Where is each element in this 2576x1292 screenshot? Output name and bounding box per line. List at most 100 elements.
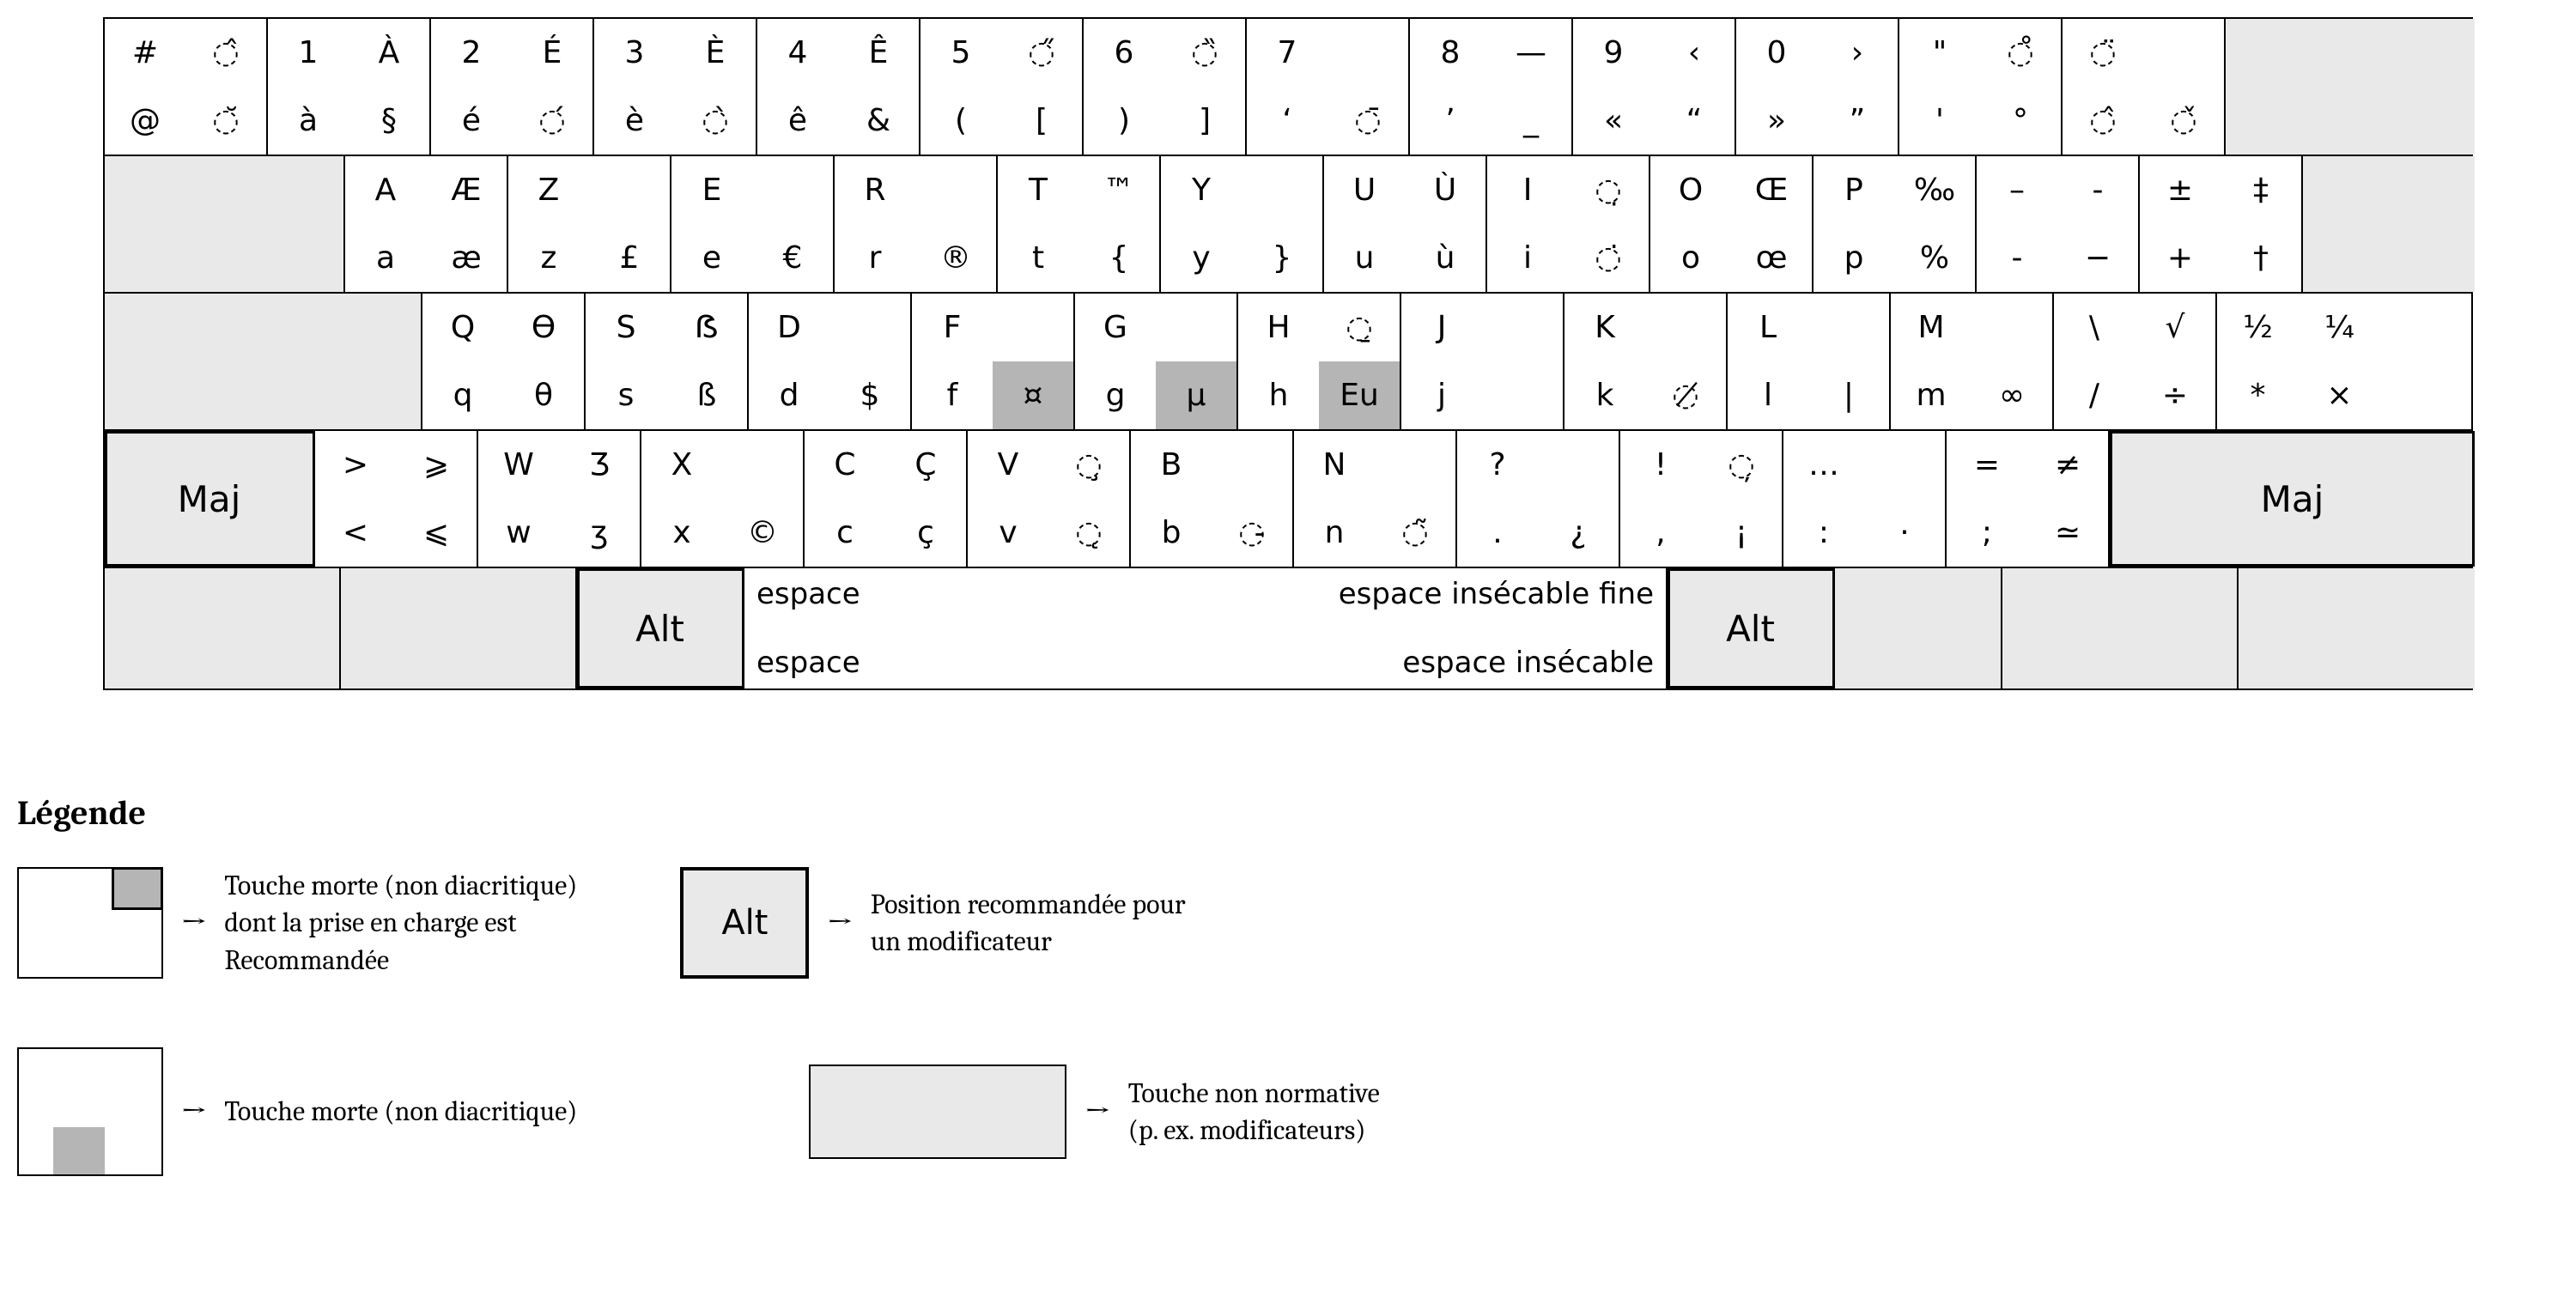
legend-box-deadkey-rec bbox=[17, 867, 163, 979]
legend-box-deadkey bbox=[17, 1047, 163, 1176]
key: 7‘◌̄ bbox=[1247, 19, 1410, 155]
legend-item-nonnormative: → Touche non normative (p. ex. modificat… bbox=[809, 1065, 1379, 1159]
key-glyph-tr bbox=[722, 431, 803, 499]
key-glyph-br: ◌̀ bbox=[675, 87, 756, 155]
key: Bb◌̵ bbox=[1131, 431, 1294, 567]
key: 4Êê& bbox=[757, 19, 920, 155]
key: Ff¤ bbox=[912, 294, 1075, 429]
key bbox=[2226, 19, 2475, 155]
key-glyph-bl: d bbox=[749, 361, 829, 429]
deadkey-bottom-icon bbox=[53, 1127, 105, 1174]
key bbox=[1835, 568, 2002, 688]
key-glyph-br: µ bbox=[1156, 361, 1236, 429]
key-glyph-tr bbox=[2143, 19, 2224, 87]
key-glyph-br: £ bbox=[589, 224, 670, 292]
key-glyph-tr: ◌̦ bbox=[1701, 431, 1782, 499]
key-glyph-bl: j bbox=[1401, 361, 1482, 429]
key-glyph-tl: R bbox=[835, 156, 915, 224]
key: Yy} bbox=[1161, 156, 1324, 292]
key-glyph-br: ⩽ bbox=[396, 499, 477, 567]
legend-section: Légende → Touche morte (non diacritique)… bbox=[17, 793, 2559, 1176]
key-glyph-br: ¤ bbox=[993, 361, 1073, 429]
key-glyph-bl: e bbox=[671, 224, 752, 292]
key-glyph-tr: Œ bbox=[1731, 156, 1812, 224]
key: ◌̈◌̂◌̌ bbox=[2063, 19, 2226, 155]
key-glyph-tr: ◌̂ bbox=[185, 19, 266, 87]
key-glyph-br: ¿ bbox=[1538, 499, 1619, 567]
key: Ee€ bbox=[671, 156, 835, 292]
key-glyph-tr bbox=[589, 156, 670, 224]
key: Rr® bbox=[835, 156, 998, 292]
key-glyph-bl: n bbox=[1294, 499, 1375, 567]
key-glyph-bl: - bbox=[1977, 224, 2057, 292]
key-glyph-bl: w bbox=[478, 499, 559, 567]
key-glyph-tr bbox=[1482, 294, 1563, 361]
key: 0›»” bbox=[1736, 19, 1899, 155]
key-glyph-br: ◌̌ bbox=[2143, 87, 2224, 155]
key: Ll| bbox=[1728, 294, 1891, 429]
legend-item-deadkey: → Touche morte (non diacritique) bbox=[17, 1047, 577, 1176]
key-glyph-tl: \ bbox=[2054, 294, 2135, 361]
key-glyph-br: × bbox=[2299, 361, 2380, 429]
key-glyph-tr: ⩾ bbox=[396, 431, 477, 499]
key-glyph-bl: p bbox=[1814, 224, 1894, 292]
key-glyph-tr bbox=[1375, 431, 1455, 499]
key-glyph-tl: W bbox=[478, 431, 559, 499]
key-glyph-bl: s bbox=[586, 361, 666, 429]
key-row-4: Maj>⩾<⩽WƷwʒXx©CÇcçV◌̧v◌̨Bb◌̵Nn◌̃?.¿!◌̦,¡… bbox=[105, 431, 2471, 568]
arrow-icon: → bbox=[826, 903, 853, 943]
key-glyph-tl: P bbox=[1814, 156, 1894, 224]
key-glyph-tr: ‡ bbox=[2221, 156, 2301, 224]
key-glyph-br: ◌̇ bbox=[1568, 224, 1649, 292]
key-glyph-tr: ¼ bbox=[2299, 294, 2380, 361]
key-glyph-bl: , bbox=[1620, 499, 1701, 567]
legend-text: Touche non normative bbox=[1128, 1075, 1380, 1112]
key-glyph-tr bbox=[915, 156, 996, 224]
key-glyph-tl: 1 bbox=[268, 19, 349, 87]
legend-text: Touche morte (non diacritique) bbox=[224, 1093, 577, 1130]
space-label-tl: espace bbox=[756, 577, 1206, 628]
key-glyph-tl: 4 bbox=[757, 19, 838, 87]
key-glyph-bl: g bbox=[1075, 361, 1156, 429]
key-glyph-br: & bbox=[838, 87, 919, 155]
legend-text: un modificateur bbox=[871, 923, 1186, 960]
key: WƷwʒ bbox=[478, 431, 641, 567]
key-glyph-bl: h bbox=[1238, 361, 1319, 429]
legend-box-alt: Alt bbox=[680, 867, 809, 979]
key-glyph-tl: E bbox=[671, 156, 752, 224]
key: 9‹«“ bbox=[1573, 19, 1736, 155]
key-glyph-tl: ◌̈ bbox=[2063, 19, 2143, 87]
key: Maj bbox=[105, 431, 315, 567]
key-glyph-tr bbox=[993, 294, 1073, 361]
key: Kk◌̸ bbox=[1564, 294, 1728, 429]
key-glyph-br: ʒ bbox=[559, 499, 640, 567]
key-glyph-tl: K bbox=[1564, 294, 1645, 361]
key-glyph-bl: . bbox=[1457, 499, 1538, 567]
key bbox=[105, 294, 422, 429]
key-glyph-bl: : bbox=[1783, 499, 1864, 567]
key-glyph-tr bbox=[752, 156, 833, 224]
key: Dd$ bbox=[749, 294, 912, 429]
key-glyph-tl: > bbox=[315, 431, 396, 499]
key: =≠;≃ bbox=[1947, 431, 2110, 567]
key-glyph-bl: ê bbox=[757, 87, 838, 155]
key-glyph-bl: @ bbox=[105, 87, 185, 155]
key-glyph-br: ß bbox=[666, 361, 747, 429]
key-glyph-br: € bbox=[752, 224, 833, 292]
key-glyph-tl: I bbox=[1487, 156, 1568, 224]
deadkey-corner-icon bbox=[112, 867, 163, 910]
legend-title: Légende bbox=[17, 793, 2559, 833]
key-glyph-bl: l bbox=[1728, 361, 1808, 429]
key-glyph-br: ¡ bbox=[1701, 499, 1782, 567]
key-glyph-tr bbox=[1864, 431, 1945, 499]
key-glyph-bl: b bbox=[1131, 499, 1212, 567]
key-glyph-tl: " bbox=[1899, 19, 1980, 87]
key-glyph-br: | bbox=[1808, 361, 1889, 429]
key-glyph-bl: z bbox=[508, 224, 589, 292]
key-glyph-tl: Z bbox=[508, 156, 589, 224]
key: V◌̧v◌̨ bbox=[968, 431, 1131, 567]
key-glyph-br: † bbox=[2221, 224, 2301, 292]
key-glyph-br: œ bbox=[1731, 224, 1812, 292]
key-glyph-bl: y bbox=[1161, 224, 1242, 292]
key-glyph-bl: o bbox=[1650, 224, 1731, 292]
